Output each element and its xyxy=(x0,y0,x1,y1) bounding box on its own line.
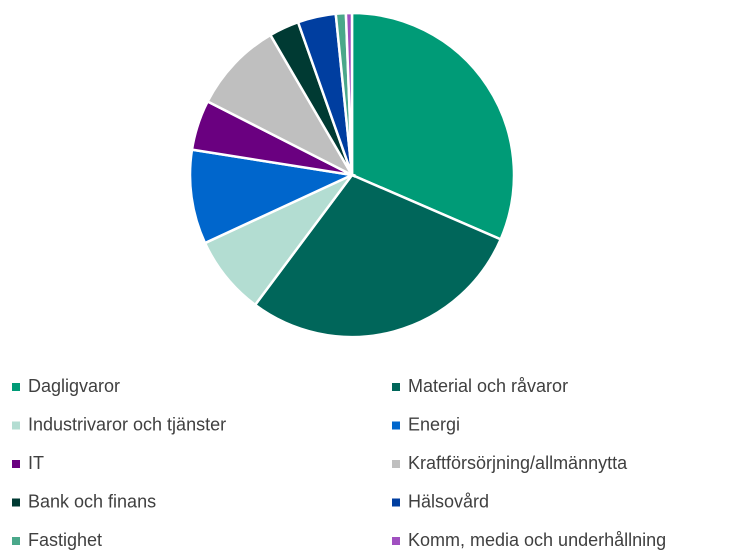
pie-slice xyxy=(253,173,503,339)
legend-swatch xyxy=(392,460,400,468)
legend-swatch xyxy=(12,498,20,507)
legend-swatch xyxy=(12,537,20,545)
legend-label: Fastighet xyxy=(28,530,102,550)
pie-slice xyxy=(344,11,354,176)
legend-label: Material och råvaror xyxy=(408,376,568,396)
legend-swatch xyxy=(392,421,400,430)
legend-label: IT xyxy=(28,453,44,473)
legend-label: Dagligvaror xyxy=(28,376,120,396)
legend-swatch xyxy=(12,421,20,430)
legend-label: Hälsovård xyxy=(408,491,489,511)
legend-label: Komm, media och underhållning xyxy=(408,530,666,550)
legend-swatch xyxy=(392,383,400,391)
legend-swatch xyxy=(392,498,400,507)
pie-slice xyxy=(350,11,516,241)
legend-label: Kraftförsörjning/allmännytta xyxy=(408,453,628,473)
legend-label: Energi xyxy=(408,414,460,434)
legend-label: Bank och finans xyxy=(28,491,156,511)
pie-slice xyxy=(205,33,356,179)
legend-swatch xyxy=(12,460,20,468)
legend-swatch xyxy=(12,383,20,391)
pie-slice xyxy=(188,148,357,245)
legend-swatch xyxy=(392,537,400,545)
legend-label: Industrivaror och tjänster xyxy=(28,414,226,434)
